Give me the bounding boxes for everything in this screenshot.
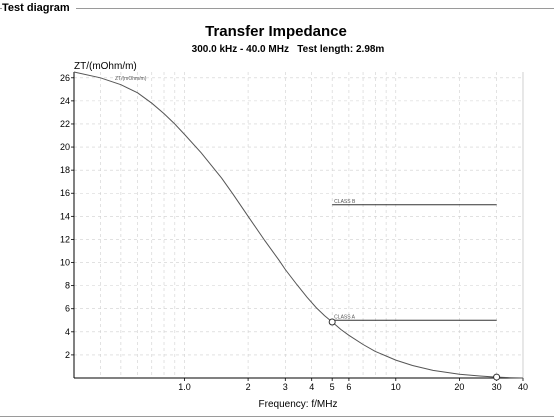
x-tick-label: 4 [309, 382, 314, 392]
x-tick-label: 6 [346, 382, 351, 392]
groupbox-top-border [0, 8, 554, 9]
y-tick-label: 16 [60, 188, 70, 198]
chart-title: Transfer Impedance [205, 23, 347, 40]
x-tick-label: 20 [454, 382, 464, 392]
series-name-label: ZT/(mOhm/m) [115, 76, 147, 82]
y-tick-label: 8 [65, 281, 70, 291]
y-tick-label: 22 [60, 119, 70, 129]
marker-point [493, 373, 501, 381]
chart-subtitle: 300.0 kHz - 40.0 MHz Test length: 2.98m [192, 44, 385, 55]
y-tick-label: 6 [65, 304, 70, 314]
y-tick-label: 20 [60, 142, 70, 152]
series-line [73, 71, 524, 379]
x-axis-label: Frequency: f/MHz [259, 399, 338, 410]
groupbox-bottom-border [0, 416, 554, 417]
y-tick-label: 18 [60, 165, 70, 175]
y-axis-label: ZT/(mOhm/m) [74, 61, 137, 72]
y-tick-label: 4 [65, 327, 70, 337]
y-tick-label: 24 [60, 96, 70, 106]
limit-line-label: CLASS A [334, 314, 356, 320]
x-tick-label: 40 [518, 382, 528, 392]
y-tick-label: 10 [60, 258, 70, 268]
x-tick-label: 1.0 [178, 382, 191, 392]
plot-background [74, 72, 523, 378]
panel-title: Test diagram [2, 1, 76, 15]
y-tick-label: 12 [60, 234, 70, 244]
x-tick-label: 30 [492, 382, 502, 392]
x-tick-label: 10 [391, 382, 401, 392]
y-tick-label: 2 [65, 350, 70, 360]
limit-line-label: CLASS B [334, 199, 356, 205]
x-tick-label: 5 [330, 382, 335, 392]
marker-point [328, 318, 336, 326]
y-tick-label: 26 [60, 73, 70, 83]
y-tick-label: 14 [60, 211, 70, 221]
x-tick-label: 3 [283, 382, 288, 392]
x-tick-label: 2 [246, 382, 251, 392]
